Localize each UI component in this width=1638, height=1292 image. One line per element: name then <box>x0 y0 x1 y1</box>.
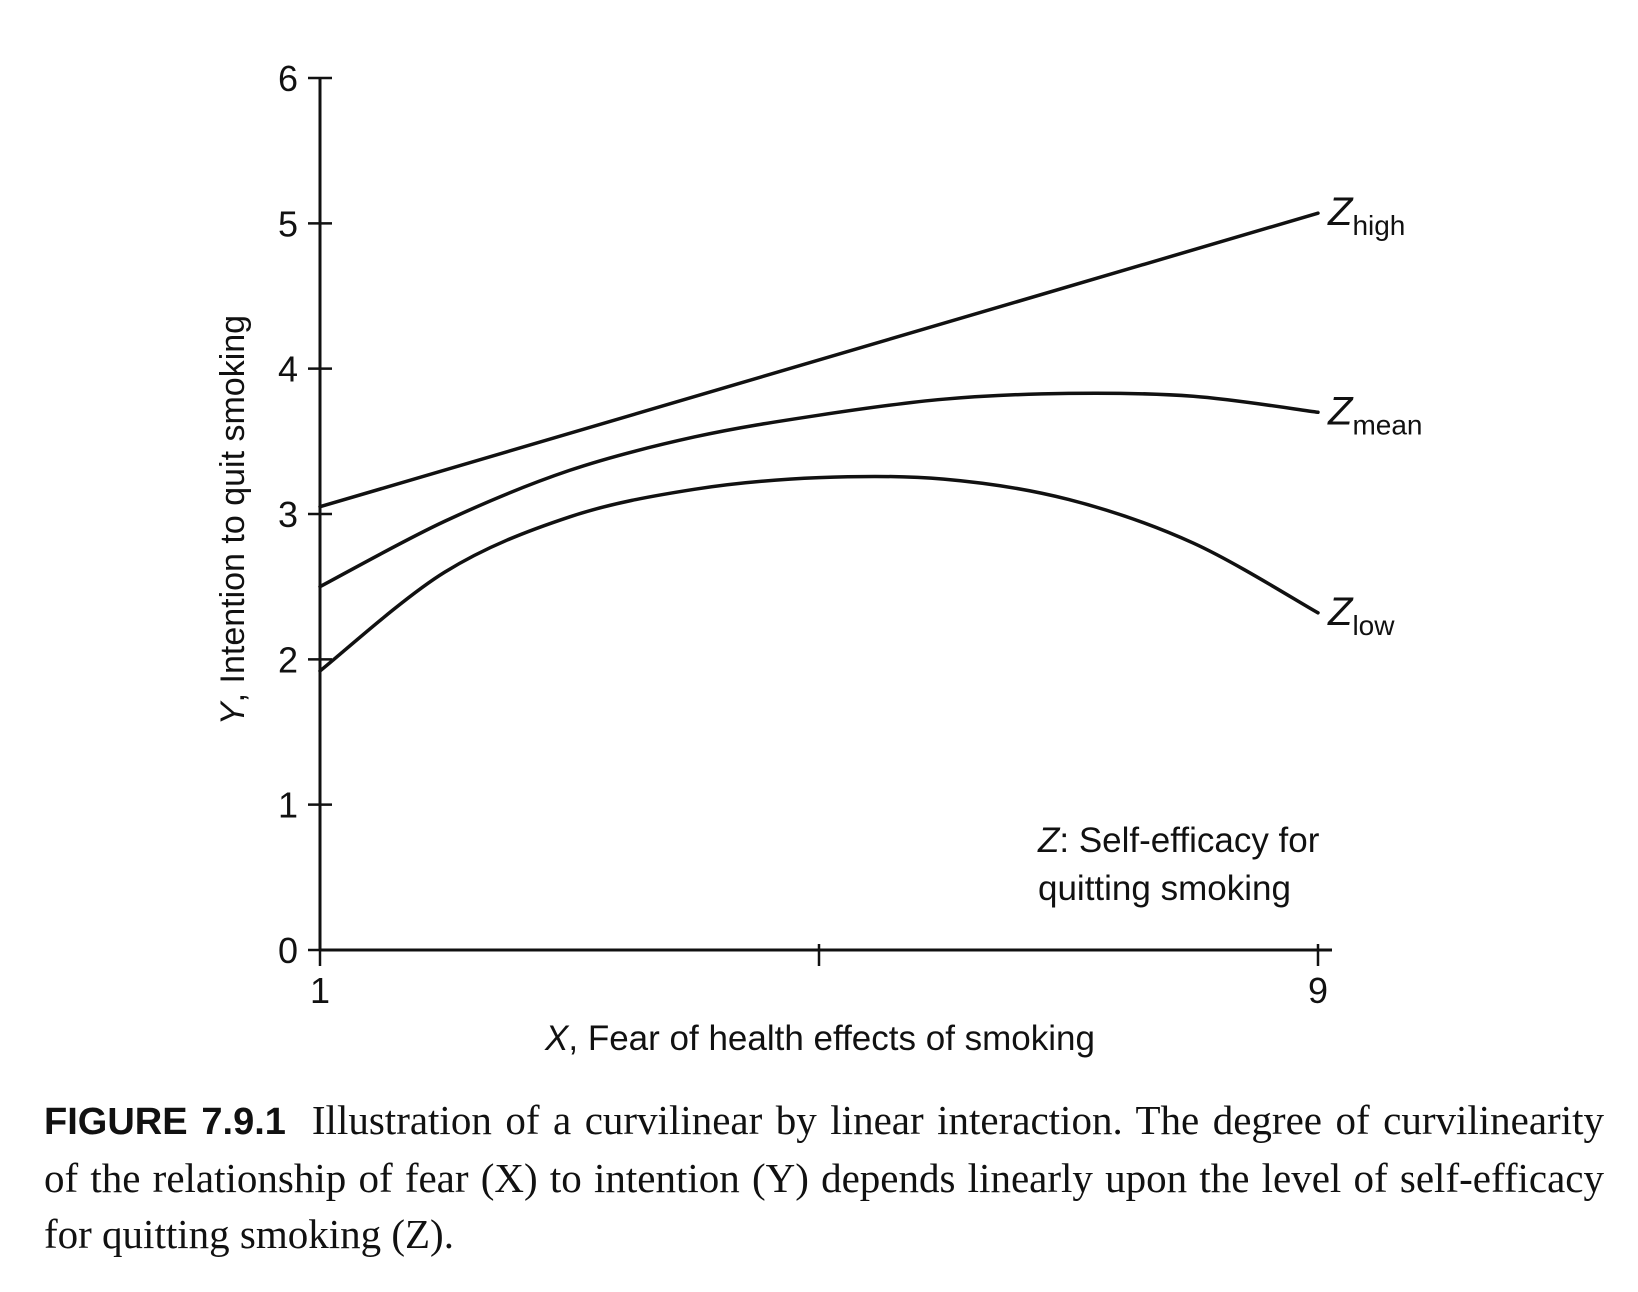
y-tick-label: 1 <box>278 785 298 826</box>
x-tick-label: 9 <box>1308 970 1328 1011</box>
annotation-text-1: : Self-efficacy for <box>1059 821 1319 860</box>
y-tick-label: 2 <box>278 639 298 680</box>
series-label-low: Zlow <box>1327 590 1395 641</box>
y-tick-label: 4 <box>278 349 298 390</box>
series-line-mean <box>318 391 1320 589</box>
y-tick-label: 3 <box>278 494 298 535</box>
series-label-high: Zhigh <box>1327 190 1405 241</box>
caption-label: FIGURE 7.9.1 <box>44 1101 286 1143</box>
x-axis-label-text: , Fear of health effects of smoking <box>568 1019 1095 1058</box>
caption-text: Illustration of a curvilinear by linear … <box>44 1097 1604 1257</box>
annotation-line-2: quitting smoking <box>1038 869 1291 908</box>
series-line-high <box>318 211 1320 509</box>
y-axis-label-var: Y <box>214 700 252 725</box>
x-axis-label-var: X <box>544 1019 570 1058</box>
series-line-low <box>318 474 1320 673</box>
y-tick-label: 0 <box>278 930 298 971</box>
y-axis-label: Y, Intention to quit smoking <box>214 315 252 725</box>
annotation-var: Z <box>1037 821 1061 860</box>
annotation-line-1: Z: Self-efficacy for <box>1037 821 1320 860</box>
x-tick-label: 1 <box>310 970 330 1011</box>
x-axis-label: X, Fear of health effects of smoking <box>544 1019 1095 1058</box>
y-tick-label: 6 <box>278 58 298 99</box>
y-tick-label: 5 <box>278 203 298 244</box>
y-axis-label-text: , Intention to quit smoking <box>214 315 252 702</box>
series-lines <box>318 211 1320 673</box>
figure-caption: FIGURE 7.9.1 Illustration of a curvilinea… <box>44 1092 1604 1262</box>
series-labels: Zhigh Zmean Zlow <box>1327 190 1422 641</box>
series-label-mean: Zmean <box>1327 389 1422 440</box>
